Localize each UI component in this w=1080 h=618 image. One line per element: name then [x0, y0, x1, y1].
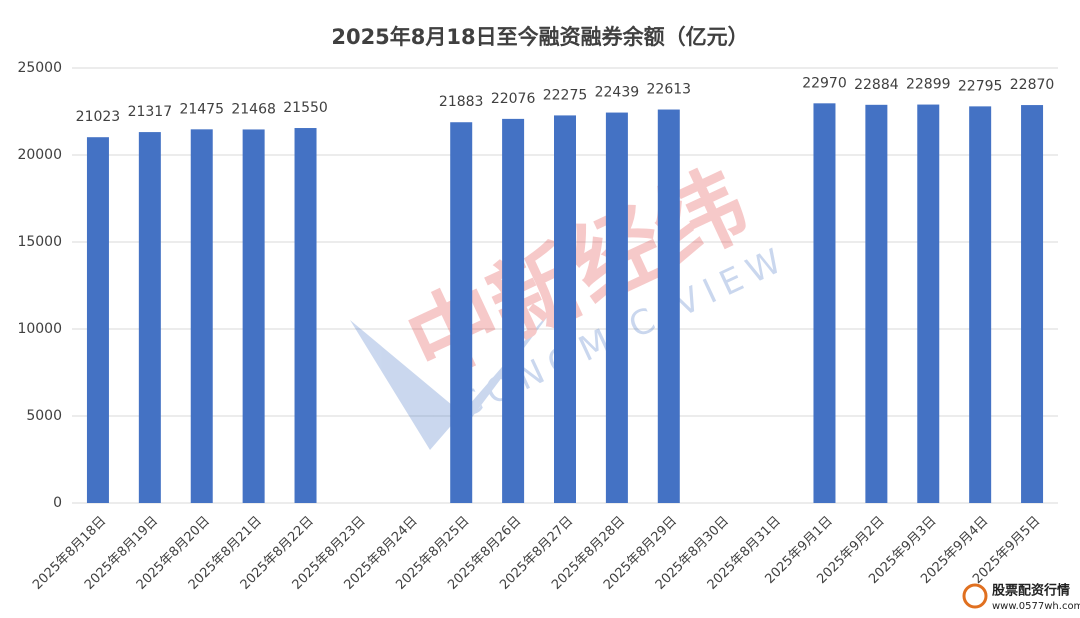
value-label: 22439: [595, 85, 640, 101]
value-label: 22613: [647, 82, 692, 98]
value-label: 22076: [491, 91, 536, 107]
bar: [554, 115, 576, 503]
bar: [294, 128, 317, 503]
value-label: 21023: [76, 109, 121, 125]
logo-url: www.0577wh.com: [992, 601, 1080, 612]
value-label: 21317: [128, 104, 173, 120]
bar: [138, 132, 161, 503]
value-label: 22870: [1010, 77, 1055, 93]
y-tick-label: 20000: [17, 147, 62, 163]
value-label: 21468: [231, 101, 276, 117]
value-label: 21550: [283, 100, 328, 116]
plot: 0 5000 10000 15000 20000 25000: [17, 60, 1058, 511]
y-tick-label: 15000: [17, 234, 62, 250]
y-tick-label: 25000: [17, 60, 62, 76]
bar: [865, 104, 888, 504]
value-label: 22899: [906, 77, 951, 93]
bar: [1021, 105, 1044, 503]
value-label: 22795: [958, 78, 1003, 94]
bar: [657, 109, 680, 503]
bar: [86, 137, 109, 503]
value-label: 22275: [543, 87, 588, 103]
value-label: 21883: [439, 94, 484, 110]
bar: [242, 129, 265, 504]
y-tick-label: 5000: [26, 408, 62, 424]
bar: [502, 118, 525, 504]
y-tick-label: 0: [53, 495, 62, 511]
bar: [917, 104, 940, 503]
bar: [605, 112, 628, 503]
chart-title: 2025年8月18日至今融资融券余额（亿元）: [331, 25, 748, 49]
value-label: 21475: [179, 101, 224, 117]
value-label: 22970: [802, 75, 847, 91]
bar: [450, 122, 473, 503]
bar: [190, 129, 213, 503]
value-label: 22884: [854, 77, 899, 93]
logo-text: 股票配资行情: [992, 583, 1070, 599]
logo: 股票配资行情 www.0577wh.com: [962, 583, 1080, 612]
y-tick-label: 10000: [17, 321, 62, 337]
logo-icon: [962, 583, 988, 609]
bar: [813, 103, 836, 504]
bar: [969, 106, 992, 503]
